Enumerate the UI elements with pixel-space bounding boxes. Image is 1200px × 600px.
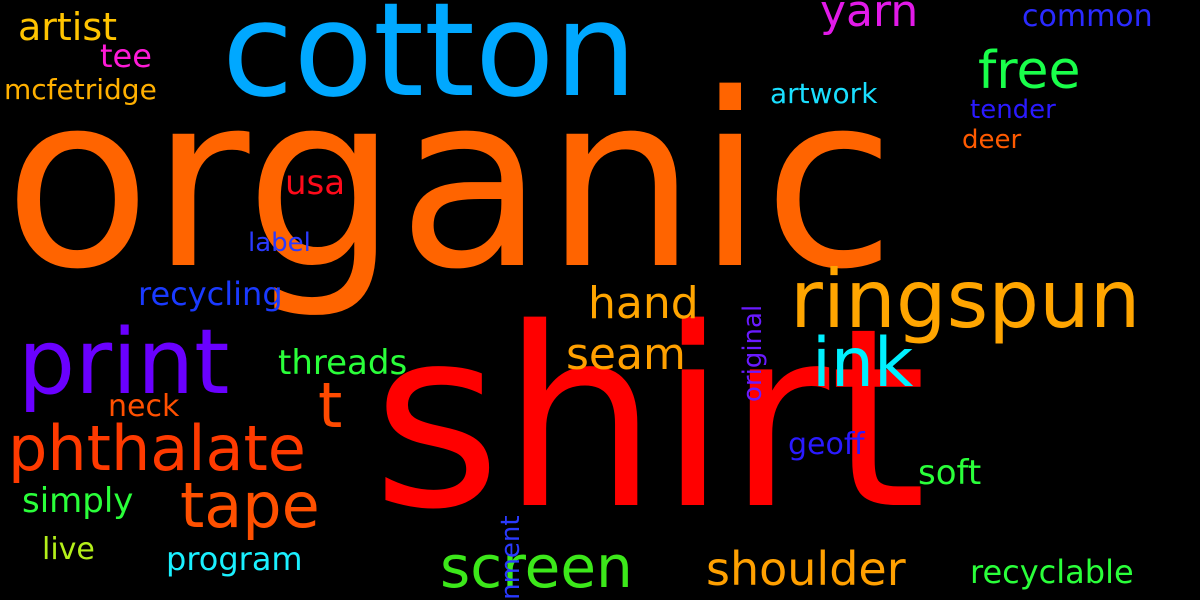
word-print: print [18,310,230,415]
word-phthalate: phthalate [8,412,306,485]
word-environment: environment [496,515,526,600]
word-cotton: cotton [222,0,637,126]
word-t: t [318,369,343,442]
word-shoulder: shoulder [706,542,906,596]
word-recycling: recycling [138,275,283,313]
word-program: program [166,540,303,578]
word-ink: ink [812,324,914,403]
word-seam: seam [566,329,686,380]
word-tape: tape [180,469,320,542]
word-yarn: yarn [820,0,919,37]
word-tee: tee [100,37,152,75]
word-shirt: shirt [372,276,927,564]
word-tender: tender [970,95,1056,125]
word-hand: hand [588,278,699,329]
word-recyclable: recyclable [970,553,1134,591]
word-simply: simply [22,481,134,521]
word-live: live [42,532,95,567]
word-artwork: artwork [770,77,878,110]
word-usa: usa [285,163,346,203]
word-organic: organic [4,42,896,322]
word-original: original [738,304,768,402]
word-artist: artist [18,5,118,49]
word-threads: threads [278,343,408,383]
word-free: free [978,41,1081,101]
word-mcfetridge: mcfetridge [4,73,157,106]
word-label: label [248,228,311,258]
word-ringspun: ringspun [790,253,1141,346]
word-screen: screen [440,533,633,600]
word-neck: neck [108,389,180,424]
word-common: common [1022,0,1153,34]
word-deer: deer [962,125,1022,155]
word-geoff: geoff [788,427,865,462]
word-soft: soft [918,453,982,493]
